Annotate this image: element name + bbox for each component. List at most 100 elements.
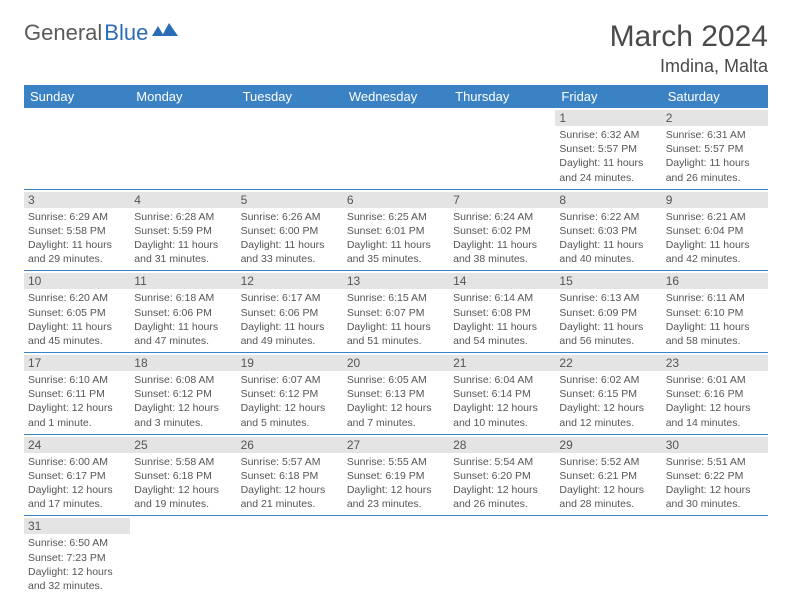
day-number: 19 (237, 355, 343, 371)
day-info-line: and 33 minutes. (241, 252, 339, 266)
day-info-line: Sunset: 5:58 PM (28, 224, 126, 238)
day-info-line: Daylight: 12 hours (559, 483, 657, 497)
day-info-line: Sunrise: 6:17 AM (241, 291, 339, 305)
day-info-line: Sunrise: 6:25 AM (347, 210, 445, 224)
day-number: 17 (24, 355, 130, 371)
calendar-cell-empty (449, 108, 555, 189)
day-info-line: and 51 minutes. (347, 334, 445, 348)
day-info-line: and 35 minutes. (347, 252, 445, 266)
calendar-cell: 11 Sunrise: 6:18 AMSunset: 6:06 PMDayligh… (130, 271, 236, 353)
day-info-line: Daylight: 12 hours (666, 401, 764, 415)
calendar-cell-empty (130, 108, 236, 189)
day-info-line: and 26 minutes. (453, 497, 551, 511)
day-info: Sunrise: 5:51 AMSunset: 6:22 PMDaylight:… (666, 455, 764, 512)
day-number: 21 (449, 355, 555, 371)
day-info-line: Sunset: 6:18 PM (134, 469, 232, 483)
day-info-line: Sunrise: 5:57 AM (241, 455, 339, 469)
day-info: Sunrise: 6:11 AMSunset: 6:10 PMDaylight:… (666, 291, 764, 348)
day-info-line: Sunrise: 6:05 AM (347, 373, 445, 387)
calendar-cell: 18Sunrise: 6:08 AMSunset: 6:12 PMDayligh… (130, 353, 236, 435)
day-info-line: Daylight: 11 hours (453, 238, 551, 252)
day-info-line: Sunrise: 6:07 AM (241, 373, 339, 387)
day-info-line: Daylight: 11 hours (666, 238, 764, 252)
day-info: Sunrise: 6:25 AMSunset: 6:01 PMDaylight:… (347, 210, 445, 267)
day-number: 8 (555, 192, 661, 208)
calendar-cell: 14Sunrise: 6:14 AMSunset: 6:08 PMDayligh… (449, 271, 555, 353)
day-info-line: Sunset: 6:22 PM (666, 469, 764, 483)
calendar-cell-empty (237, 516, 343, 597)
day-info-line: Daylight: 12 hours (28, 401, 126, 415)
day-info-line: Sunrise: 5:51 AM (666, 455, 764, 469)
day-info: Sunrise: 6:21 AMSunset: 6:04 PMDaylight:… (666, 210, 764, 267)
day-number: 26 (237, 437, 343, 453)
calendar-cell: 29Sunrise: 5:52 AMSunset: 6:21 PMDayligh… (555, 434, 661, 516)
day-info-line: Sunrise: 6:28 AM (134, 210, 232, 224)
day-number: 31 (24, 518, 130, 534)
calendar-cell-empty (449, 516, 555, 597)
calendar-cell-empty (343, 516, 449, 597)
day-number: 11 (130, 273, 236, 289)
day-info-line: Daylight: 11 hours (241, 238, 339, 252)
day-info-line: and 28 minutes. (559, 497, 657, 511)
calendar-cell: 8Sunrise: 6:22 AMSunset: 6:03 PMDaylight… (555, 189, 661, 271)
day-info-line: and 5 minutes. (241, 416, 339, 430)
day-number: 20 (343, 355, 449, 371)
day-info-line: Sunset: 6:03 PM (559, 224, 657, 238)
day-info-line: Sunrise: 6:50 AM (28, 536, 126, 550)
day-info: Sunrise: 5:58 AMSunset: 6:18 PMDaylight:… (134, 455, 232, 512)
day-number: 27 (343, 437, 449, 453)
header: GeneralBlue March 2024 Imdina, Malta (24, 20, 768, 77)
day-info-line: Sunrise: 6:18 AM (134, 291, 232, 305)
day-info-line: and 21 minutes. (241, 497, 339, 511)
day-info-line: Sunset: 6:06 PM (241, 306, 339, 320)
day-info: Sunrise: 6:26 AMSunset: 6:00 PMDaylight:… (241, 210, 339, 267)
day-info-line: Daylight: 11 hours (241, 320, 339, 334)
day-info-line: Sunrise: 5:58 AM (134, 455, 232, 469)
day-info-line: Sunset: 6:18 PM (241, 469, 339, 483)
day-info: Sunrise: 6:18 AMSunset: 6:06 PMDaylight:… (134, 291, 232, 348)
calendar-cell-empty (24, 108, 130, 189)
day-info-line: Sunset: 6:21 PM (559, 469, 657, 483)
day-info-line: and 58 minutes. (666, 334, 764, 348)
calendar-row: 3Sunrise: 6:29 AMSunset: 5:58 PMDaylight… (24, 189, 768, 271)
day-info-line: Sunset: 6:17 PM (28, 469, 126, 483)
day-info-line: Sunrise: 5:52 AM (559, 455, 657, 469)
day-info-line: Daylight: 12 hours (28, 483, 126, 497)
day-info-line: Daylight: 11 hours (134, 238, 232, 252)
logo-text-general: General (24, 20, 102, 46)
day-info-line: Sunset: 6:10 PM (666, 306, 764, 320)
day-number: 28 (449, 437, 555, 453)
calendar-head: SundayMondayTuesdayWednesdayThursdayFrid… (24, 85, 768, 108)
day-info-line: Sunrise: 6:01 AM (666, 373, 764, 387)
day-number: 13 (343, 273, 449, 289)
day-info-line: and 7 minutes. (347, 416, 445, 430)
calendar-cell: 1Sunrise: 6:32 AMSunset: 5:57 PMDaylight… (555, 108, 661, 189)
day-info-line: Sunrise: 6:21 AM (666, 210, 764, 224)
month-title: March 2024 (610, 20, 768, 54)
day-info-line: Sunrise: 5:55 AM (347, 455, 445, 469)
day-number: 9 (662, 192, 768, 208)
day-info-line: Daylight: 11 hours (666, 320, 764, 334)
day-info-line: Daylight: 11 hours (666, 156, 764, 170)
calendar-cell: 16Sunrise: 6:11 AMSunset: 6:10 PMDayligh… (662, 271, 768, 353)
day-info: Sunrise: 6:02 AMSunset: 6:15 PMDaylight:… (559, 373, 657, 430)
day-info-line: Sunset: 5:57 PM (559, 142, 657, 156)
calendar-cell: 28Sunrise: 5:54 AMSunset: 6:20 PMDayligh… (449, 434, 555, 516)
day-info-line: Sunset: 6:19 PM (347, 469, 445, 483)
day-info: Sunrise: 6:07 AMSunset: 6:12 PMDaylight:… (241, 373, 339, 430)
day-info: Sunrise: 6:50 AMSunset: 7:23 PMDaylight:… (28, 536, 126, 593)
weekday-header: Wednesday (343, 85, 449, 108)
calendar-cell-empty (662, 516, 768, 597)
calendar-cell: 23Sunrise: 6:01 AMSunset: 6:16 PMDayligh… (662, 353, 768, 435)
logo-text-blue: Blue (104, 20, 148, 46)
calendar-cell: 17Sunrise: 6:10 AMSunset: 6:11 PMDayligh… (24, 353, 130, 435)
day-info: Sunrise: 6:32 AMSunset: 5:57 PMDaylight:… (559, 128, 657, 185)
calendar-cell: 7Sunrise: 6:24 AMSunset: 6:02 PMDaylight… (449, 189, 555, 271)
day-info-line: Sunrise: 6:22 AM (559, 210, 657, 224)
day-info-line: and 23 minutes. (347, 497, 445, 511)
calendar-cell-empty (130, 516, 236, 597)
day-info-line: Sunset: 6:12 PM (134, 387, 232, 401)
day-info: Sunrise: 6:24 AMSunset: 6:02 PMDaylight:… (453, 210, 551, 267)
day-info-line: and 31 minutes. (134, 252, 232, 266)
day-info-line: Daylight: 12 hours (453, 483, 551, 497)
